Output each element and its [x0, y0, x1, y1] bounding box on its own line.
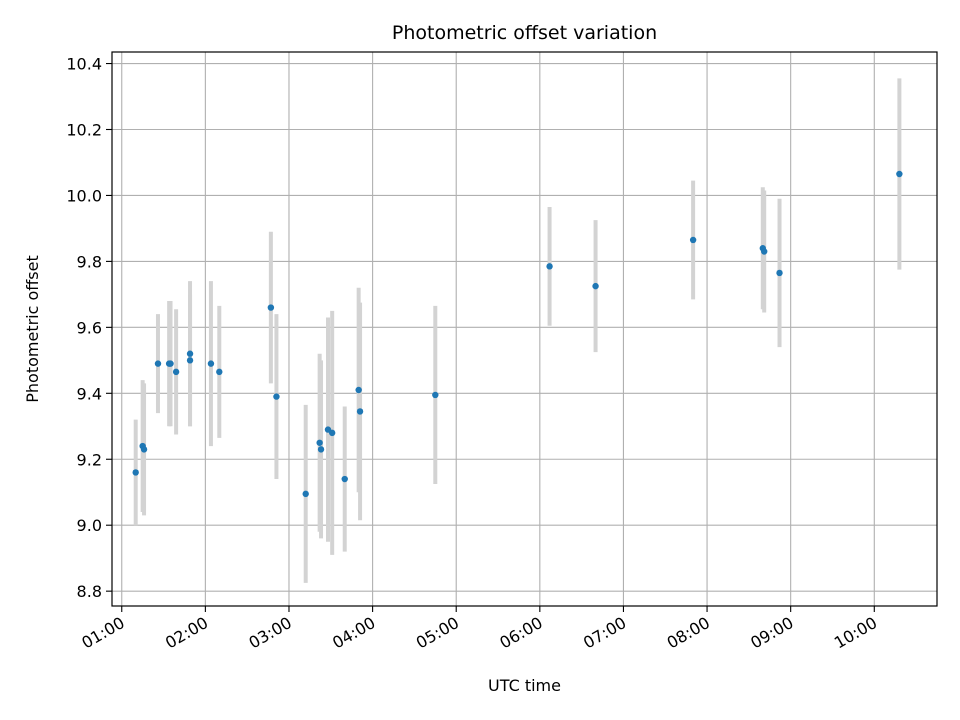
- data-point: [154, 360, 162, 367]
- data-point: [302, 490, 309, 498]
- data-points: [132, 170, 903, 498]
- y-tick-label: 8.8: [77, 582, 102, 601]
- data-point: [432, 391, 439, 399]
- data-point: [689, 236, 697, 244]
- data-point: [172, 368, 180, 376]
- plot-frame: [111, 51, 938, 607]
- data-point: [267, 304, 275, 311]
- data-point: [355, 386, 362, 394]
- data-point: [207, 360, 215, 367]
- chart-title: Photometric offset variation: [392, 22, 657, 44]
- y-tick-label: 9.8: [77, 252, 102, 271]
- y-tick-label: 10.4: [66, 55, 102, 74]
- data-point: [273, 393, 280, 400]
- y-tick-label: 9.0: [77, 516, 102, 535]
- data-point: [760, 248, 768, 255]
- data-point: [776, 269, 783, 277]
- data-point: [592, 282, 599, 290]
- data-point: [546, 263, 553, 270]
- data-point: [896, 170, 903, 178]
- x-axis-label: UTC time: [488, 676, 561, 695]
- y-tick-label: 9.2: [77, 450, 102, 469]
- y-axis-ticks: 8.8 9.0 9.2 9.4 9.6 9.8 10.0 10.2 10.4: [66, 55, 112, 601]
- grid: [112, 52, 937, 606]
- y-tick-label: 10.0: [66, 186, 102, 205]
- data-point: [132, 469, 139, 476]
- data-point: [328, 429, 336, 437]
- data-point: [317, 446, 325, 453]
- y-tick-label: 10.2: [66, 120, 102, 139]
- data-point: [167, 360, 174, 367]
- y-tick-label: 9.4: [77, 384, 102, 403]
- data-point: [356, 408, 364, 415]
- data-point: [186, 350, 194, 357]
- y-tick-label: 9.6: [77, 318, 102, 337]
- data-point: [186, 357, 194, 364]
- data-point: [216, 368, 223, 376]
- y-axis-label: Photometric offset: [23, 255, 42, 403]
- data-point: [140, 446, 148, 453]
- data-point: [316, 439, 323, 446]
- data-point: [341, 475, 348, 483]
